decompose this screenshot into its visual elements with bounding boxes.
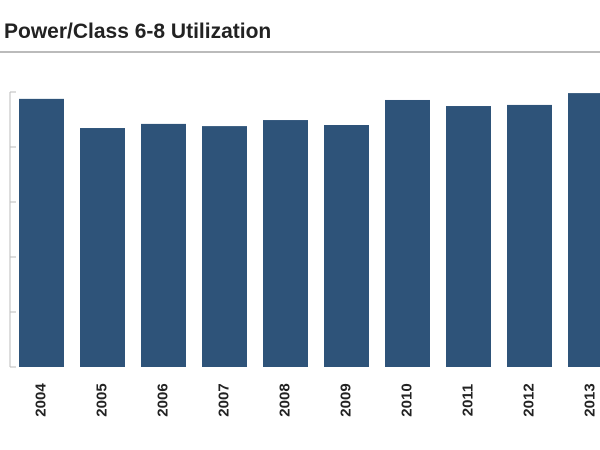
bar [568, 93, 600, 367]
x-tick-label: 2013 [581, 383, 598, 416]
chart-title: Power/Class 6-8 Utilization [4, 20, 271, 43]
x-tick-label: 2006 [154, 383, 171, 416]
bar [19, 98, 64, 367]
bar [385, 99, 430, 367]
bar [324, 125, 369, 367]
bar [507, 104, 552, 368]
bar [446, 106, 491, 368]
x-tick-label: 2009 [337, 383, 354, 416]
bar [263, 120, 308, 367]
x-tick-label: 2012 [520, 383, 537, 416]
x-tick-label: 2005 [93, 383, 110, 416]
x-tick-label: 2008 [276, 383, 293, 416]
bar [202, 126, 247, 367]
x-tick-label: 2007 [215, 383, 232, 416]
bar [141, 123, 186, 368]
x-tick-label: 2004 [32, 383, 49, 417]
x-tick-label: 2011 [459, 384, 476, 417]
bar [80, 128, 125, 367]
x-tick-label: 2010 [398, 383, 415, 416]
